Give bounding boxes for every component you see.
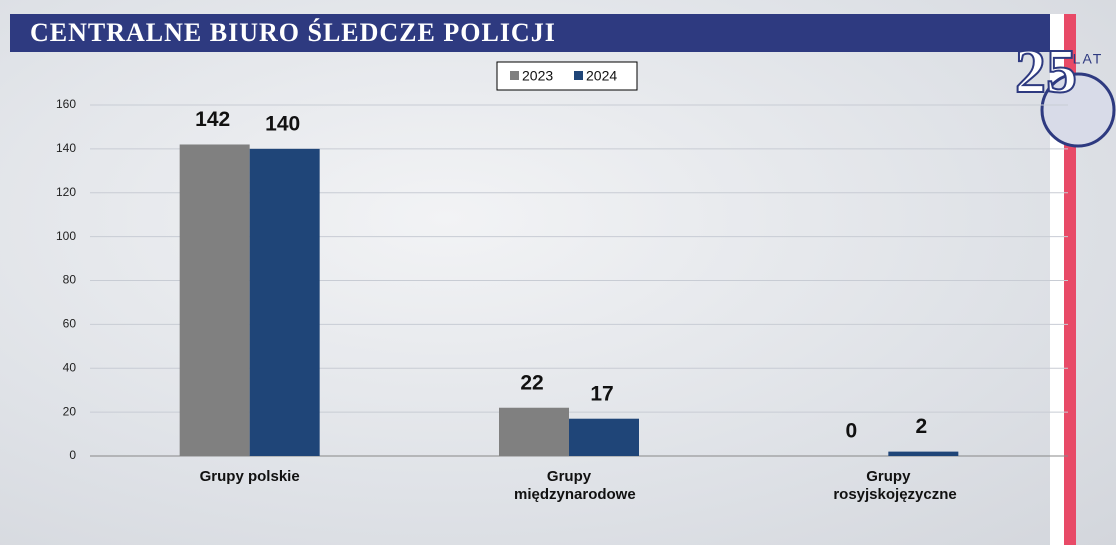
value-label: 2 — [915, 415, 927, 438]
x-tick-label: Grupy międzynarodowe — [514, 468, 624, 504]
y-tick-label: 120 — [56, 185, 76, 199]
value-label: 0 — [845, 420, 857, 443]
y-tick-label: 0 — [69, 448, 76, 462]
x-tick-label: Grupy polskie — [195, 468, 305, 486]
y-tick-label: 160 — [56, 97, 76, 111]
value-label: 140 — [265, 112, 300, 135]
value-label: 17 — [590, 382, 613, 405]
legend-label: 2024 — [586, 68, 617, 84]
y-tick-label: 20 — [63, 404, 77, 418]
y-tick-label: 60 — [63, 317, 77, 331]
value-label: 142 — [195, 108, 230, 131]
y-tick-label: 100 — [56, 229, 76, 243]
x-tick-label: Grupy rosyjskojęzyczne — [833, 468, 943, 504]
y-tick-label: 40 — [63, 360, 77, 374]
legend-swatch — [574, 71, 583, 80]
chart: CENTRALNE BIURO ŚLEDCZE POLICJI 25 LAT 0… — [0, 0, 1116, 545]
legend-swatch — [510, 71, 519, 80]
bar — [180, 144, 250, 456]
bar — [499, 408, 569, 456]
logo-number: 25 — [1015, 38, 1077, 106]
bar — [250, 149, 320, 456]
title: CENTRALNE BIURO ŚLEDCZE POLICJI — [30, 18, 556, 47]
y-tick-label: 80 — [63, 273, 77, 287]
bar — [569, 419, 639, 456]
y-tick-label: 140 — [56, 141, 76, 155]
value-label: 22 — [520, 371, 543, 394]
legend-label: 2023 — [522, 68, 553, 84]
logo-text: LAT — [1073, 51, 1104, 67]
bar — [888, 452, 958, 456]
slide: CENTRALNE BIURO ŚLEDCZE POLICJI 25 LAT 0… — [0, 0, 1116, 545]
